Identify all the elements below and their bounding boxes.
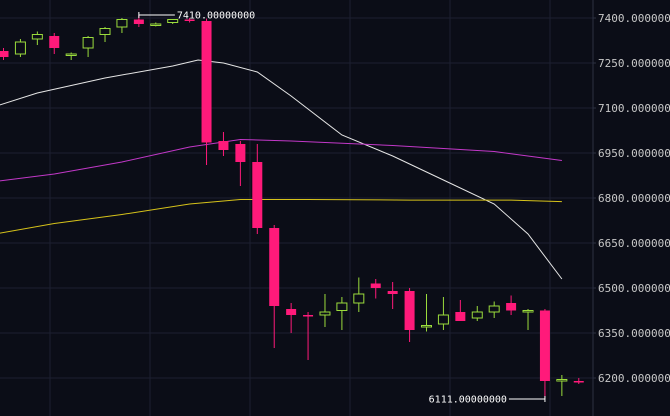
y-tick-label-4: 6800.000000 — [598, 192, 670, 205]
candle-body-32 — [539, 310, 550, 381]
candle-28 — [471, 306, 483, 321]
candle-7 — [116, 18, 128, 33]
candle-body-30 — [506, 303, 517, 311]
candle-body-17 — [286, 309, 297, 315]
candle-31 — [522, 309, 534, 330]
price-annotation-1: 6111.00000000 — [429, 395, 546, 406]
candle-body-6 — [99, 28, 111, 35]
candle-16 — [269, 225, 280, 348]
candle-3 — [49, 33, 60, 54]
candle-22 — [370, 279, 381, 299]
y-tick-label-6: 7100.000000 — [598, 102, 670, 115]
candle-body-2 — [31, 34, 43, 40]
candle-body-24 — [404, 291, 415, 330]
candle-23 — [387, 282, 398, 309]
y-tick-label-2: 6500.000000 — [598, 282, 670, 295]
candle-body-9 — [150, 23, 162, 26]
candle-17 — [286, 303, 297, 333]
candle-body-23 — [387, 291, 398, 294]
candle-27 — [455, 300, 466, 321]
candle-32 — [539, 309, 550, 399]
candle-4 — [65, 52, 77, 60]
candle-5 — [82, 36, 94, 57]
candle-body-19 — [319, 311, 331, 316]
candle-body-8 — [133, 19, 144, 24]
annotation-label-1: 6111.00000000 — [429, 395, 507, 406]
y-tick-label-7: 7250.000000 — [598, 57, 670, 70]
candle-18 — [303, 312, 314, 360]
candle-body-31 — [522, 310, 534, 313]
candle-34 — [573, 378, 584, 384]
price-annotation-0: 7410.00000000 — [138, 11, 255, 22]
candle-30 — [506, 295, 517, 315]
y-tick-label-8: 7400.000000 — [598, 12, 670, 25]
candle-body-14 — [235, 144, 246, 162]
candle-9 — [150, 22, 162, 27]
candle-body-13 — [218, 141, 229, 150]
candle-10 — [167, 19, 179, 24]
candle-body-18 — [303, 315, 314, 317]
candle-1 — [14, 39, 26, 57]
candle-body-3 — [49, 36, 60, 48]
candle-24 — [404, 288, 415, 342]
candle-33 — [556, 375, 568, 396]
y-tick-label-1: 6350.000000 — [598, 327, 670, 340]
candle-body-1 — [14, 41, 26, 55]
candle-14 — [235, 141, 246, 186]
candle-29 — [488, 301, 500, 318]
moving-average-line-1 — [0, 138, 562, 182]
annotation-label-0: 7410.00000000 — [177, 11, 255, 22]
candle-body-33 — [556, 379, 568, 382]
candle-13 — [218, 132, 229, 156]
candles — [0, 15, 584, 399]
moving-average-lines — [0, 59, 563, 280]
candle-body-11 — [184, 19, 195, 21]
candle-body-10 — [167, 19, 179, 23]
y-tick-label-0: 6200.000000 — [598, 372, 670, 385]
candle-body-29 — [488, 305, 500, 313]
candle-body-21 — [353, 293, 365, 304]
candle-body-4 — [65, 53, 77, 56]
candle-6 — [99, 27, 111, 42]
candle-body-12 — [201, 21, 212, 143]
candle-20 — [336, 297, 348, 330]
candle-body-20 — [336, 302, 348, 311]
candle-12 — [201, 18, 212, 165]
candle-body-0 — [0, 51, 9, 57]
candle-15 — [252, 144, 263, 234]
candle-19 — [319, 294, 331, 327]
candle-body-16 — [269, 228, 280, 306]
candle-2 — [31, 31, 43, 45]
candle-body-27 — [455, 312, 466, 321]
y-tick-label-5: 6950.000000 — [598, 147, 670, 160]
candle-0 — [0, 48, 9, 60]
moving-average-line-2 — [0, 199, 562, 234]
y-axis-tick-labels: 6200.000000 6350.000000 6500.000000 6650.00… — [593, 12, 670, 385]
candle-body-7 — [116, 19, 128, 28]
candle-25 — [421, 294, 432, 332]
candle-11 — [184, 18, 195, 23]
candle-body-26 — [437, 314, 449, 325]
candle-21 — [353, 277, 365, 312]
candle-body-22 — [370, 283, 381, 288]
candle-body-5 — [82, 37, 94, 49]
candle-body-28 — [471, 311, 483, 319]
candle-body-34 — [573, 381, 584, 383]
candle-body-15 — [252, 162, 263, 228]
candle-26 — [437, 297, 449, 330]
y-tick-label-3: 6650.000000 — [598, 237, 670, 250]
candle-body-25 — [421, 325, 432, 328]
grid-lines — [0, 0, 593, 416]
price-annotations: 7410.00000000 6111.00000000 — [138, 11, 546, 406]
